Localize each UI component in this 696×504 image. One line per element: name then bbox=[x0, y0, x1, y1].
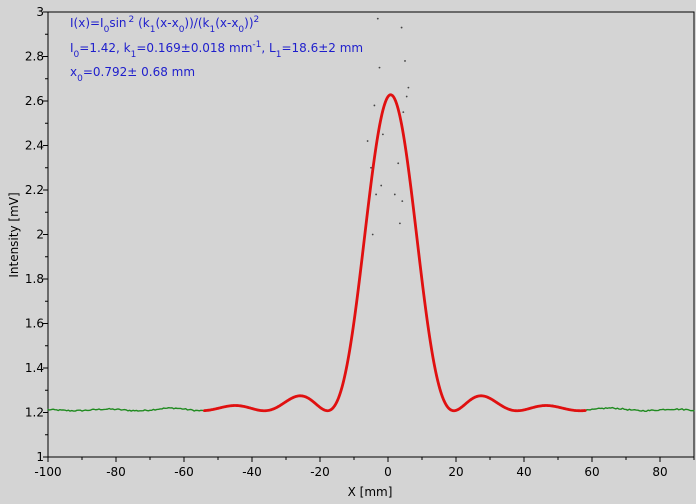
x-tick-label: 0 bbox=[384, 465, 392, 479]
x-tick-label: 80 bbox=[652, 465, 667, 479]
x-tick-label: 20 bbox=[448, 465, 463, 479]
plot-area bbox=[47, 11, 695, 458]
scatter-point bbox=[397, 162, 400, 165]
y-tick-label: 2.4 bbox=[25, 139, 44, 153]
scatter-point bbox=[399, 222, 401, 225]
x-tick-label: 60 bbox=[584, 465, 599, 479]
y-tick-label: 1 bbox=[36, 450, 44, 464]
scatter-point bbox=[401, 200, 404, 203]
y-tick-label: 1.6 bbox=[25, 317, 44, 331]
x-axis-title: X [mm] bbox=[348, 485, 393, 499]
annotation-params-2: x0=0.792± 0.68 mm bbox=[70, 65, 195, 84]
y-tick-label: 1.2 bbox=[25, 406, 44, 420]
x-axis: -100 -80 -60 -40 -20 0 20 40 60 80 bbox=[34, 457, 695, 479]
y-tick-label: 1.8 bbox=[25, 272, 44, 286]
scatter-point bbox=[371, 233, 374, 236]
x-tick-label: 40 bbox=[516, 465, 531, 479]
annotation-params-1: I0=1.42, k1=0.169±0.018 mm-1, L1=18.6±2 … bbox=[70, 40, 363, 60]
scatter-point bbox=[378, 66, 381, 69]
scatter-point bbox=[380, 184, 383, 187]
y-tick-label: 2.8 bbox=[25, 50, 44, 64]
scatter-point bbox=[366, 140, 369, 142]
series-scatter bbox=[366, 17, 410, 236]
x-tick-label: -80 bbox=[106, 465, 126, 479]
x-tick-label: -100 bbox=[34, 465, 61, 479]
series-fit bbox=[202, 93, 587, 413]
y-tick-label: 2.6 bbox=[25, 94, 44, 108]
series-line bbox=[202, 93, 587, 413]
scatter-point bbox=[407, 86, 410, 89]
x-tick-label: -20 bbox=[310, 465, 330, 479]
y-axis-title: Intensity [mV] bbox=[7, 192, 21, 277]
scatter-point bbox=[393, 193, 396, 196]
scatter-point bbox=[404, 60, 406, 62]
scatter-point bbox=[376, 17, 379, 20]
scatter-point bbox=[402, 111, 405, 114]
scatter-point bbox=[370, 166, 372, 169]
y-tick-label: 2 bbox=[36, 228, 44, 242]
x-tick-label: -60 bbox=[174, 465, 194, 479]
y-axis: 1 1.2 1.4 1.6 1.8 2 2.2 2.4 2.6 2.8 3 bbox=[25, 5, 48, 464]
scatter-point bbox=[375, 193, 377, 196]
y-tick-label: 2.2 bbox=[25, 183, 44, 197]
y-tick-label: 3 bbox=[36, 5, 44, 19]
annotation-formula: I(x)=I0sin 2 (k1(x-x0))/(k1(x-x0))2 bbox=[70, 15, 259, 35]
scatter-point bbox=[373, 104, 376, 107]
x-tick-label: -40 bbox=[242, 465, 262, 479]
scatter-point bbox=[405, 95, 408, 98]
y-tick-label: 1.4 bbox=[25, 361, 44, 375]
scatter-point bbox=[382, 133, 384, 136]
scatter-point bbox=[400, 26, 403, 29]
